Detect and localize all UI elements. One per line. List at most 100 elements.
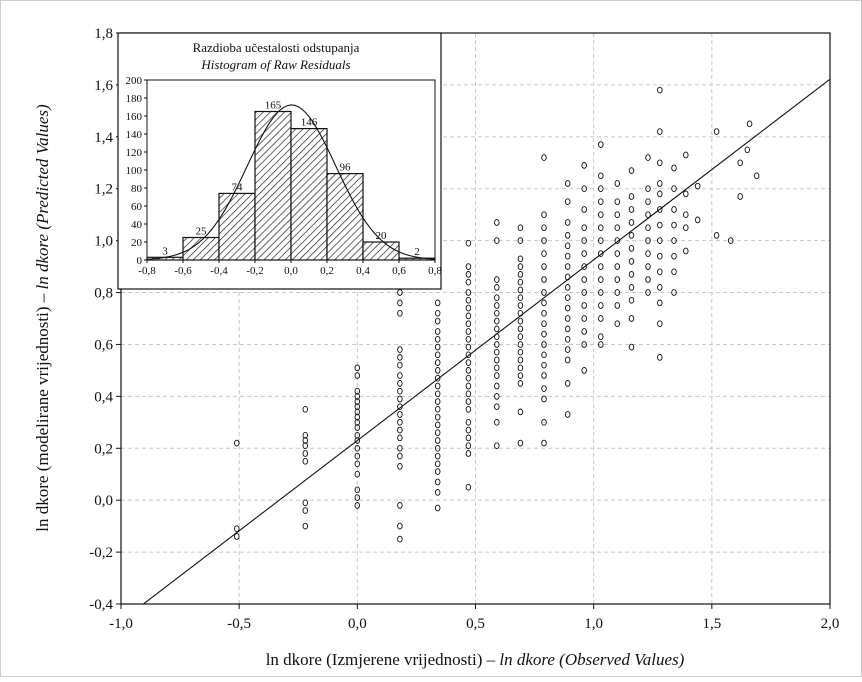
data-point (744, 146, 751, 154)
data-point (517, 263, 524, 270)
data-point (657, 86, 663, 94)
data-point (564, 294, 571, 302)
y-axis-ticks: -0,4 -0,2 0,0 0,2 0,4 0,6 0,8 1,0 1,2 1,4 1,6 1,8 (89, 26, 121, 613)
y-tick-label: 1,8 (94, 26, 113, 42)
data-point (465, 320, 472, 328)
data-point (541, 320, 547, 328)
data-point (657, 320, 663, 328)
data-point (657, 180, 663, 187)
data-point (494, 364, 500, 372)
data-point (598, 333, 604, 341)
data-point (354, 502, 361, 509)
data-point (465, 418, 472, 426)
inset-y-tick-label: 100 (126, 165, 143, 177)
data-point (564, 242, 571, 250)
data-point (302, 437, 309, 444)
data-point (494, 403, 500, 411)
data-point (354, 387, 361, 395)
data-point (628, 296, 635, 304)
data-point (234, 525, 240, 533)
data-point (737, 159, 743, 167)
data-point (494, 325, 500, 333)
data-point (397, 387, 403, 395)
data-point (494, 372, 500, 379)
data-point (302, 431, 309, 439)
data-point (683, 247, 689, 255)
y-tick-label: -0,4 (89, 597, 113, 613)
y-tick-label: -0,2 (89, 545, 113, 561)
data-point (598, 341, 604, 348)
data-point (517, 348, 524, 356)
data-point (494, 418, 500, 426)
data-point (517, 356, 524, 364)
data-point (397, 309, 403, 317)
data-point (397, 535, 403, 543)
data-point (753, 172, 760, 180)
data-point (628, 219, 635, 226)
data-point (397, 426, 403, 434)
data-point (354, 486, 361, 494)
data-point (564, 252, 571, 260)
data-point (434, 444, 441, 452)
histogram-bar (218, 192, 256, 261)
data-point (614, 263, 621, 270)
data-point (465, 304, 472, 312)
inset-x-tick-label: -0,2 (246, 265, 263, 277)
data-point (564, 198, 571, 206)
data-point (517, 380, 524, 387)
inset-x-tick-label: 0,8 (428, 265, 442, 277)
data-point (614, 198, 621, 206)
data-point (354, 470, 361, 478)
data-point (465, 390, 472, 398)
x-tick-label: -0,5 (227, 616, 251, 632)
data-point (465, 271, 472, 278)
data-point (494, 393, 500, 400)
data-point (494, 237, 500, 244)
data-point (397, 444, 403, 452)
x-axis-ticks: -1,0 -0,5 0,0 0,5 1,0 1,5 2,0 (109, 604, 839, 632)
data-point (541, 309, 547, 317)
data-point (517, 271, 524, 278)
histogram-bar (254, 110, 292, 261)
data-point (614, 289, 621, 296)
data-point (657, 299, 663, 307)
data-point (465, 296, 472, 304)
data-point (434, 374, 441, 382)
data-point (628, 315, 635, 322)
inset-y-tick-label: 60 (131, 201, 143, 213)
data-point (628, 232, 635, 239)
data-point (434, 398, 441, 405)
data-point (434, 351, 441, 359)
data-point (517, 364, 524, 372)
regression-line-group (142, 78, 830, 604)
data-point (465, 351, 472, 359)
data-point (465, 239, 472, 247)
data-point (564, 346, 571, 353)
inset-x-tick-label: 0,4 (356, 265, 370, 277)
inset-normal-curve (146, 104, 436, 260)
data-point (598, 224, 604, 232)
x-tick-label: 2,0 (821, 616, 840, 632)
data-point (541, 289, 547, 296)
inset-y-tick-label: 180 (126, 93, 143, 105)
histogram-bar-label: 3 (162, 245, 168, 257)
histogram-inset: Razdioba učestalosti odstupanja Histogra… (117, 32, 442, 290)
data-point (434, 437, 441, 444)
x-axis-label-plain: ln dkore (Izmjerene vrijednosti) – (266, 650, 500, 669)
histogram-bar (290, 128, 328, 261)
y-axis-label-italic: ln dkore (Predicted Values) (33, 104, 52, 290)
data-point (683, 224, 689, 232)
inset-y-tick-label: 20 (131, 237, 143, 249)
data-point (397, 380, 403, 387)
data-point (564, 315, 571, 322)
inset-y-tick-label: 0 (137, 255, 143, 267)
data-point (517, 302, 524, 309)
data-point (465, 328, 472, 335)
data-point (465, 442, 472, 450)
data-point (657, 221, 663, 229)
y-tick-label: 0,8 (94, 286, 113, 302)
data-point (397, 452, 403, 460)
data-point (465, 398, 472, 405)
data-point (434, 504, 441, 512)
